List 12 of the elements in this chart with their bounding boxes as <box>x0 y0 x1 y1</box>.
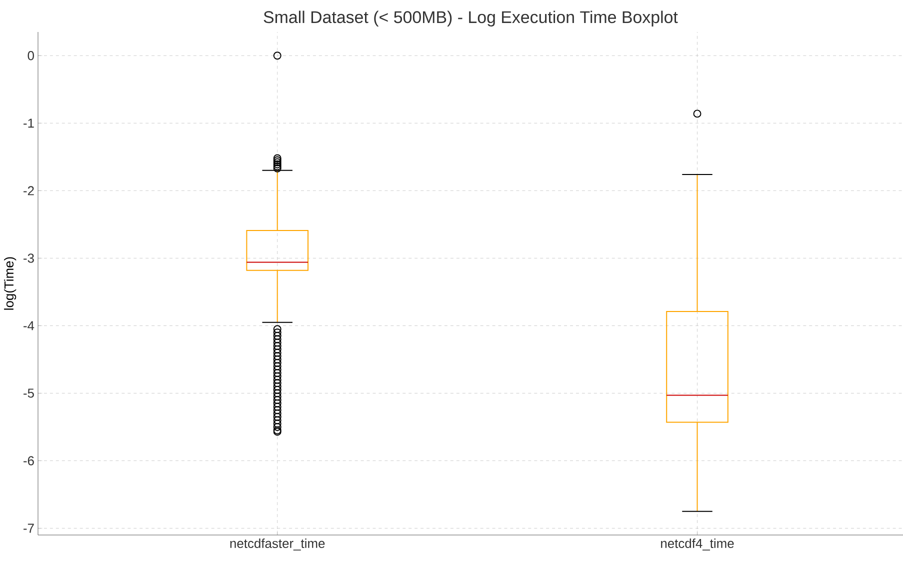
y-tick-label: 0 <box>28 51 34 60</box>
y-tick-label: -3 <box>24 254 34 263</box>
chart-title: Small Dataset (< 500MB) - Log Execution Time Boxplot <box>264 10 678 26</box>
x-tick-label: netcdf4_time <box>661 538 734 550</box>
x-tick-label: netcdfaster_time <box>230 538 325 550</box>
y-tick-label: -1 <box>24 118 34 128</box>
y-tick-label: -4 <box>24 321 34 330</box>
y-axis-title: log(Time) <box>4 257 16 310</box>
y-tick-label: -7 <box>24 524 34 533</box>
y-tick-label: -5 <box>24 388 34 398</box>
y-tick-label: -2 <box>24 186 34 196</box>
y-tick-label: -6 <box>24 456 34 466</box>
